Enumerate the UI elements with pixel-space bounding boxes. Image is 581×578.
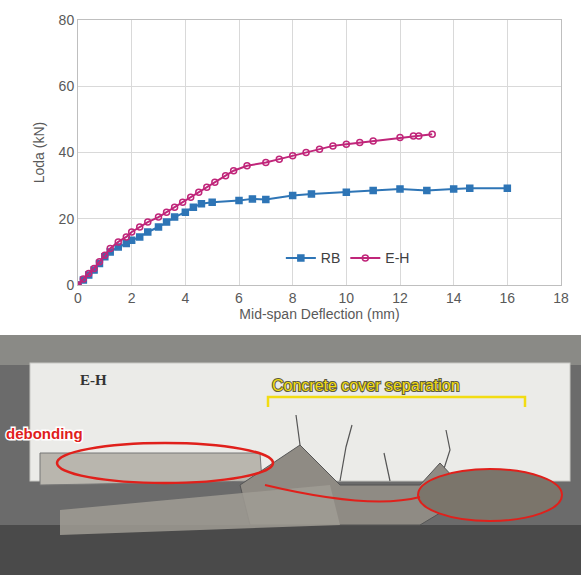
svg-text:14: 14	[446, 290, 462, 306]
svg-text:0: 0	[74, 290, 82, 306]
svg-text:18: 18	[553, 290, 569, 306]
svg-text:Mid-span Deflection (mm): Mid-span Deflection (mm)	[239, 306, 399, 322]
svg-text:E-H: E-H	[385, 250, 409, 266]
svg-text:0: 0	[66, 277, 74, 293]
svg-text:16: 16	[500, 290, 516, 306]
svg-text:Loda (kN): Loda (kN)	[31, 122, 47, 183]
svg-text:2: 2	[128, 290, 136, 306]
svg-text:40: 40	[59, 144, 75, 160]
svg-text:20: 20	[59, 211, 75, 227]
svg-text:10: 10	[339, 290, 355, 306]
svg-text:Concrete cover separation: Concrete cover separation	[272, 377, 460, 394]
svg-text:debonding: debonding	[6, 425, 83, 442]
svg-text:4: 4	[181, 290, 189, 306]
svg-text:6: 6	[235, 290, 243, 306]
svg-text:12: 12	[392, 290, 408, 306]
svg-text:RB: RB	[321, 250, 340, 266]
svg-text:60: 60	[59, 78, 75, 94]
svg-text:E-H: E-H	[80, 372, 107, 388]
svg-text:8: 8	[289, 290, 297, 306]
svg-text:80: 80	[59, 12, 75, 28]
